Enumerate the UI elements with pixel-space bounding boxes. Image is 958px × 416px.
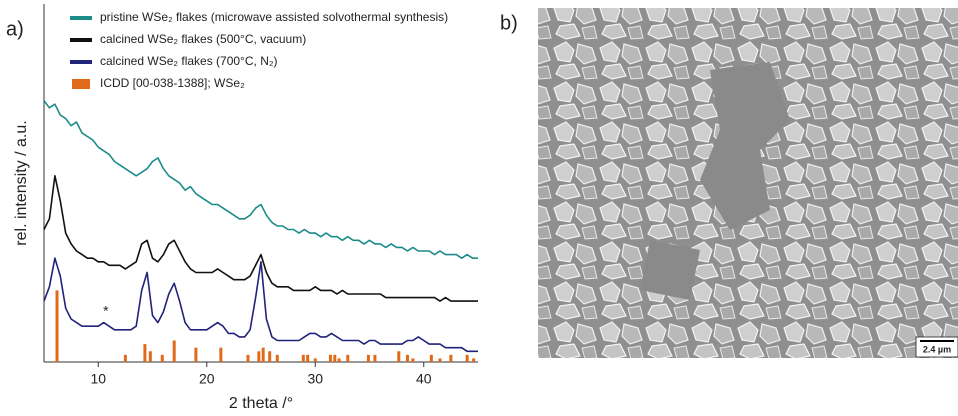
panel-label: b) xyxy=(500,12,518,34)
series-line xyxy=(43,257,478,353)
series-line xyxy=(43,100,478,259)
reference-stick xyxy=(429,354,433,362)
reference-stick xyxy=(373,354,377,362)
reference-stick xyxy=(172,340,176,362)
x-tick-label: 20 xyxy=(199,371,215,387)
reference-stick xyxy=(438,358,442,362)
reference-stick xyxy=(465,354,469,362)
reference-stick xyxy=(472,358,476,362)
reference-stick xyxy=(366,354,370,362)
legend-label: calcined WSe₂ flakes (700°C, N₂) xyxy=(100,54,278,68)
x-tick-label: 10 xyxy=(90,371,106,387)
reference-stick xyxy=(405,354,409,362)
reference-stick xyxy=(246,354,250,362)
x-axis-label: 2 theta /° xyxy=(229,395,293,412)
series-line xyxy=(43,175,478,302)
reference-stick xyxy=(123,354,127,362)
reference-stick xyxy=(449,354,453,362)
sem-background-area xyxy=(640,240,700,300)
y-axis-label: rel. intensity / a.u. xyxy=(13,120,30,245)
reference-stick xyxy=(160,354,164,362)
x-tick-label: 30 xyxy=(307,371,323,387)
reference-stick xyxy=(261,347,265,362)
annotation: * xyxy=(103,303,109,319)
reference-stick xyxy=(337,358,341,362)
reference-stick xyxy=(411,358,415,362)
reference-stick xyxy=(328,354,332,362)
reference-stick xyxy=(143,344,147,362)
reference-stick xyxy=(268,351,272,362)
reference-stick xyxy=(194,347,198,362)
reference-stick xyxy=(219,347,223,362)
sem-background-area xyxy=(700,62,790,230)
scale-bar-label: 2.4 µm xyxy=(923,344,951,354)
legend-swatch xyxy=(72,79,90,89)
x-tick-label: 40 xyxy=(416,371,432,387)
reference-stick xyxy=(346,354,350,362)
panel-label: a) xyxy=(6,18,24,40)
reference-stick xyxy=(397,351,401,362)
reference-stick xyxy=(313,358,317,362)
reference-stick xyxy=(257,351,261,362)
legend-label: calcined WSe₂ flakes (500°C, vacuum) xyxy=(100,32,306,46)
reference-stick xyxy=(148,351,152,362)
reference-stick xyxy=(55,290,59,362)
reference-stick xyxy=(333,354,337,362)
legend-label: pristine WSe₂ flakes (microwave assisted… xyxy=(100,10,448,24)
sem-image: 2.4 µm xyxy=(538,8,958,358)
reference-stick xyxy=(275,354,279,362)
legend-label: ICDD [00-038-1388]; WSe₂ xyxy=(100,76,245,90)
reference-stick xyxy=(306,354,310,362)
reference-stick xyxy=(301,354,305,362)
